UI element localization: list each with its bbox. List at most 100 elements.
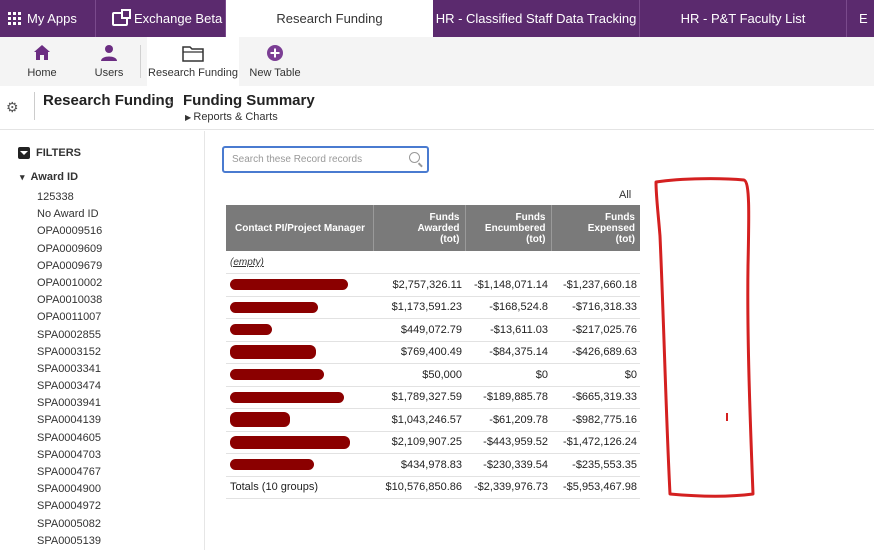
new-table-label: New Table xyxy=(249,67,301,79)
redacted-name-cell xyxy=(226,386,373,409)
awarded-cell: $769,400.49 xyxy=(373,341,465,364)
app-grid-icon xyxy=(8,12,21,25)
tab-research-funding[interactable]: Research Funding xyxy=(226,0,433,37)
redaction-mark xyxy=(230,324,272,336)
filter-dropdown-icon xyxy=(18,147,30,159)
table-row-empty[interactable]: (empty) xyxy=(226,251,640,274)
redacted-name-cell xyxy=(226,296,373,319)
awarded-cell: $449,072.79 xyxy=(373,318,465,342)
caret-right-icon: ▶ xyxy=(185,113,194,122)
app-toolbar: Home Users Research Funding New Table xyxy=(0,37,874,86)
breadcrumb-app-title[interactable]: Research Funding xyxy=(43,92,174,109)
folder-icon xyxy=(182,43,204,63)
column-header-funds-encumbered[interactable]: Funds Encumbered (tot) xyxy=(465,205,552,251)
award-id-item[interactable]: OPA0009679 xyxy=(37,259,103,272)
breadcrumb-separator-icon: › xyxy=(168,93,173,109)
redaction-mark xyxy=(230,279,348,291)
tab-exchange-beta[interactable]: Exchange Beta xyxy=(96,0,226,37)
award-id-item[interactable]: OPA0009516 xyxy=(37,225,103,238)
award-id-item[interactable]: OPA0010038 xyxy=(37,294,103,307)
expensed-cell: -$1,237,660.18 xyxy=(551,273,640,297)
home-icon xyxy=(33,43,51,63)
award-id-group-toggle[interactable]: ▾ Award ID xyxy=(20,171,78,183)
search-icon[interactable] xyxy=(409,152,420,163)
award-id-item[interactable]: SPA0005082 xyxy=(37,517,102,530)
tab-hr-classified-staff[interactable]: HR - Classified Staff Data Tracking xyxy=(433,0,640,37)
reports-charts-label: Reports & Charts xyxy=(193,111,278,123)
search-input[interactable] xyxy=(232,148,402,171)
header-line: Encumbered xyxy=(484,222,546,234)
award-id-item[interactable]: SPA0005139 xyxy=(37,534,102,547)
users-label: Users xyxy=(94,67,124,79)
table-row[interactable]: $50,000 $0 $0 xyxy=(226,363,640,387)
header-line: Awarded xyxy=(417,222,460,234)
table-row[interactable]: $449,072.79 -$13,611.03 -$217,025.76 xyxy=(226,318,640,342)
award-id-item[interactable]: SPA0004605 xyxy=(37,431,102,444)
redaction-mark xyxy=(230,435,350,449)
redaction-mark xyxy=(230,301,318,313)
home-button[interactable]: Home xyxy=(0,37,84,86)
redaction-mark xyxy=(230,459,314,471)
user-icon xyxy=(100,43,118,63)
encumbered-cell: $0 xyxy=(465,363,551,387)
page-header: ⚙ Research Funding › Funding Summary ▶ R… xyxy=(0,86,874,130)
all-link[interactable]: All xyxy=(619,189,632,201)
awarded-cell: $2,109,907.25 xyxy=(373,431,465,454)
table-row[interactable]: $769,400.49 -$84,375.14 -$426,689.63 xyxy=(226,341,640,364)
empty-label[interactable]: (empty) xyxy=(230,257,264,268)
table-row[interactable]: $1,043,246.57 -$61,209.78 -$982,775.16 xyxy=(226,408,640,432)
awarded-cell: $1,789,327.59 xyxy=(373,386,465,409)
redaction-mark xyxy=(230,345,316,360)
awarded-cell: $50,000 xyxy=(373,363,465,387)
redaction-mark xyxy=(230,369,324,381)
award-id-item[interactable]: SPA0003341 xyxy=(37,362,102,375)
awarded-cell: $1,173,591.23 xyxy=(373,296,465,319)
table-row[interactable]: $2,757,326.11 -$1,148,071.14 -$1,237,660… xyxy=(226,273,640,297)
tab-my-apps[interactable]: My Apps xyxy=(0,0,96,37)
reports-charts-link[interactable]: ▶ Reports & Charts xyxy=(185,111,278,123)
award-id-item[interactable]: OPA0011007 xyxy=(37,311,102,324)
gear-icon[interactable]: ⚙ xyxy=(6,99,19,115)
award-id-item[interactable]: OPA0010002 xyxy=(37,276,103,289)
red-annotation-mark xyxy=(726,413,728,421)
page-title: Funding Summary xyxy=(183,92,315,109)
table-row[interactable]: $434,978.83 -$230,339.54 -$235,553.35 xyxy=(226,453,640,477)
empty-cell xyxy=(465,251,551,274)
award-id-item[interactable]: SPA0002855 xyxy=(37,328,102,341)
plus-circle-icon xyxy=(266,43,284,63)
research-funding-button[interactable]: Research Funding xyxy=(147,37,239,86)
award-id-item[interactable]: No Award ID xyxy=(37,208,99,221)
toolbar-divider xyxy=(140,45,141,78)
encumbered-cell: -$443,959.52 xyxy=(465,431,551,454)
award-id-item[interactable]: SPA0003474 xyxy=(37,380,102,393)
header-line: (tot) xyxy=(526,233,546,245)
encumbered-cell: -$61,209.78 xyxy=(465,408,551,432)
users-button[interactable]: Users xyxy=(84,37,134,86)
award-id-item[interactable]: SPA0003152 xyxy=(37,345,102,358)
table-row[interactable]: $2,109,907.25 -$443,959.52 -$1,472,126.2… xyxy=(226,431,640,454)
award-id-item[interactable]: OPA0009609 xyxy=(37,242,103,255)
award-id-item[interactable]: SPA0003941 xyxy=(37,397,102,410)
column-header-funds-awarded[interactable]: Funds Awarded (tot) xyxy=(373,205,466,251)
award-id-item[interactable]: SPA0004703 xyxy=(37,448,102,461)
expensed-cell: -$217,025.76 xyxy=(551,318,640,342)
award-id-item[interactable]: SPA0004972 xyxy=(37,500,102,513)
encumbered-cell: -$1,148,071.14 xyxy=(465,273,551,297)
totals-awarded: $10,576,850.86 xyxy=(373,476,465,499)
column-header-funds-expensed[interactable]: Funds Expensed (tot) xyxy=(551,205,640,251)
award-id-item[interactable]: 125338 xyxy=(37,191,74,203)
table-row[interactable]: $1,789,327.59 -$189,885.78 -$665,319.33 xyxy=(226,386,640,409)
home-label: Home xyxy=(27,67,57,79)
award-id-item[interactable]: SPA0004767 xyxy=(37,466,102,478)
encumbered-cell: -$168,524.8 xyxy=(465,296,551,319)
awarded-cell: $434,978.83 xyxy=(373,453,465,477)
award-id-item[interactable]: SPA0004900 xyxy=(37,483,102,496)
column-header-contact-pi[interactable]: Contact PI/Project Manager xyxy=(226,205,374,251)
award-id-item[interactable]: SPA0004139 xyxy=(37,414,102,427)
filters-toggle[interactable]: FILTERS xyxy=(18,147,81,159)
tab-hr-pt-faculty[interactable]: HR - P&T Faculty List xyxy=(640,0,847,37)
table-row[interactable]: $1,173,591.23 -$168,524.8 -$716,318.33 xyxy=(226,296,640,319)
new-table-button[interactable]: New Table xyxy=(239,37,311,86)
expensed-cell: -$665,319.33 xyxy=(551,386,640,409)
tab-overflow[interactable]: E xyxy=(847,0,874,37)
